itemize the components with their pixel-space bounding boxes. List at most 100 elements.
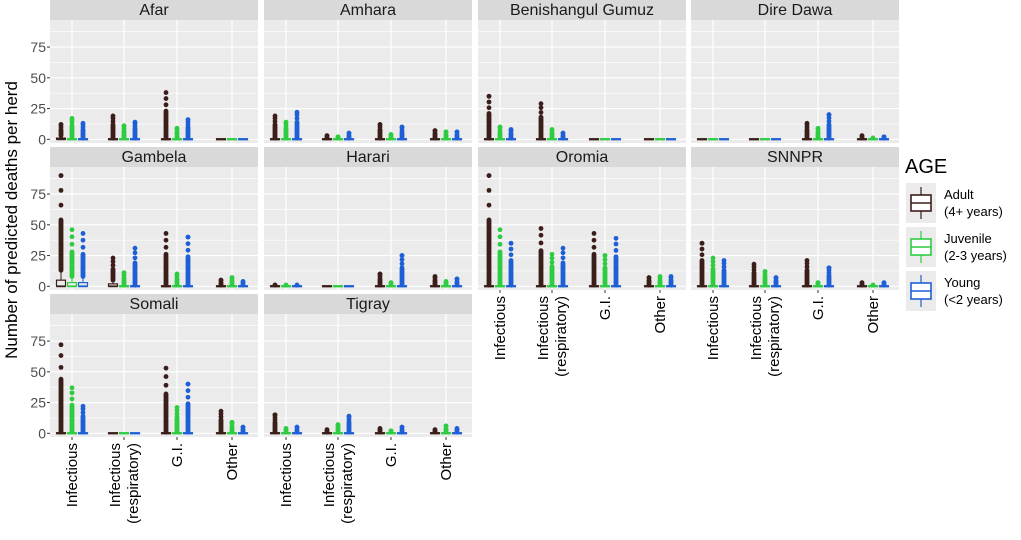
outlier-max-young	[294, 424, 300, 430]
outlier-point-juvenile	[69, 396, 75, 402]
outlier-max-juvenile	[388, 280, 394, 286]
x-category-label: Infectious	[107, 443, 124, 507]
outlier-point-young	[560, 260, 566, 266]
outlier-max-young	[508, 240, 514, 246]
legend-item-young: Young (<2 years)	[906, 271, 1003, 311]
x-category-label: Infectious	[535, 296, 552, 360]
outlier-max-adult	[432, 128, 438, 134]
x-category-label: (respiratory)	[553, 296, 570, 377]
outlier-point-adult	[538, 105, 544, 111]
outlier-point-adult	[699, 246, 705, 252]
legend-item-adult: Adult (4+ years)	[906, 183, 1003, 223]
outlier-max-juvenile	[870, 135, 876, 141]
outlier-max-young	[454, 129, 460, 135]
outlier-max-young	[560, 130, 566, 136]
facet-strip	[478, 147, 686, 167]
outlier-point-adult	[538, 248, 544, 254]
outlier-point-adult	[58, 187, 64, 193]
outlier-max-juvenile	[657, 274, 663, 279]
outlier-point-juvenile	[174, 411, 180, 417]
x-category-label: Infectious	[705, 296, 722, 360]
outlier-point-young	[185, 388, 191, 394]
outlier-point-adult	[58, 353, 64, 358]
outlier-max-young	[185, 381, 191, 387]
outlier-max-young	[721, 258, 727, 263]
outlier-point-juvenile	[497, 234, 503, 240]
outlier-point-adult	[163, 237, 169, 243]
outlier-point-young	[132, 260, 138, 266]
outlier-point-young	[185, 241, 191, 247]
outlier-point-juvenile	[710, 262, 716, 268]
outlier-max-adult	[859, 280, 865, 286]
outlier-max-young	[668, 274, 674, 279]
outlier-point-adult	[163, 108, 169, 114]
outlier-point-young	[508, 246, 514, 252]
outlier-max-adult	[272, 282, 278, 288]
outlier-max-adult	[804, 120, 810, 126]
outlier-point-young	[399, 265, 405, 271]
outlier-point-adult	[58, 202, 64, 208]
facet-strip-label: Gambela	[122, 149, 187, 166]
outlier-max-juvenile	[815, 280, 821, 286]
y-axis-label: Number of predicted deaths per herd	[2, 81, 21, 359]
outlier-point-young	[185, 247, 191, 253]
x-category-label: Other	[865, 296, 882, 334]
facet-strip	[478, 0, 686, 20]
outlier-max-adult	[751, 261, 757, 267]
panel-background	[264, 167, 472, 290]
outlier-max-young	[80, 120, 86, 126]
outlier-max-young	[881, 280, 887, 286]
x-category-label: Infectious	[492, 296, 509, 360]
outlier-max-young	[240, 424, 246, 430]
outlier-point-young	[613, 247, 619, 253]
y-tick-label: 0	[38, 131, 46, 147]
outlier-max-young	[399, 124, 405, 130]
outlier-point-adult	[538, 240, 544, 246]
outlier-point-juvenile	[69, 241, 75, 247]
outlier-max-adult	[58, 122, 64, 127]
outlier-max-young	[454, 276, 460, 282]
outlier-point-juvenile	[69, 390, 75, 396]
outlier-max-young	[346, 413, 352, 419]
x-category-label: G.I.	[383, 443, 400, 467]
facet-strip	[50, 294, 258, 314]
outlier-max-juvenile	[283, 282, 289, 288]
legend-sublabel: (<2 years)	[944, 292, 1003, 307]
outlier-point-adult	[486, 105, 492, 111]
facet-strip-label: SNNPR	[767, 149, 823, 166]
outlier-point-juvenile	[497, 249, 503, 255]
outlier-point-young	[721, 267, 727, 273]
outlier-point-adult	[591, 237, 597, 243]
legend-sublabel: (4+ years)	[944, 204, 1003, 219]
outlier-max-juvenile	[443, 423, 449, 429]
outlier-max-juvenile	[283, 425, 289, 431]
outlier-point-young	[613, 254, 619, 260]
legend-label: Juvenile	[944, 231, 992, 246]
outlier-max-juvenile	[549, 127, 555, 132]
facet-panel: Dire Dawa	[691, 0, 899, 143]
x-category-label: Infectious	[321, 443, 338, 507]
facet-strip-label: Dire Dawa	[758, 2, 833, 19]
outlier-max-young	[773, 275, 779, 281]
outlier-max-juvenile	[174, 405, 180, 410]
legend-sublabel: (2-3 years)	[944, 248, 1007, 263]
x-category-label: (respiratory)	[766, 296, 783, 377]
outlier-max-adult	[486, 173, 492, 179]
outlier-max-young	[346, 130, 352, 136]
facet-strip	[50, 147, 258, 167]
outlier-max-young	[80, 231, 86, 236]
outlier-max-juvenile	[69, 227, 75, 233]
outlier-max-juvenile	[388, 131, 394, 137]
outlier-point-adult	[699, 252, 705, 258]
outlier-point-young	[399, 257, 405, 263]
outlier-max-adult	[110, 113, 116, 119]
outlier-point-young	[826, 122, 832, 127]
outlier-max-adult	[163, 231, 169, 236]
outlier-point-adult	[163, 374, 169, 379]
facet-strip	[50, 0, 258, 20]
outlier-point-young	[294, 116, 300, 121]
legend-item-juvenile: Juvenile (2-3 years)	[906, 227, 1007, 267]
outlier-max-adult	[646, 275, 652, 281]
outlier-max-young	[294, 282, 300, 288]
